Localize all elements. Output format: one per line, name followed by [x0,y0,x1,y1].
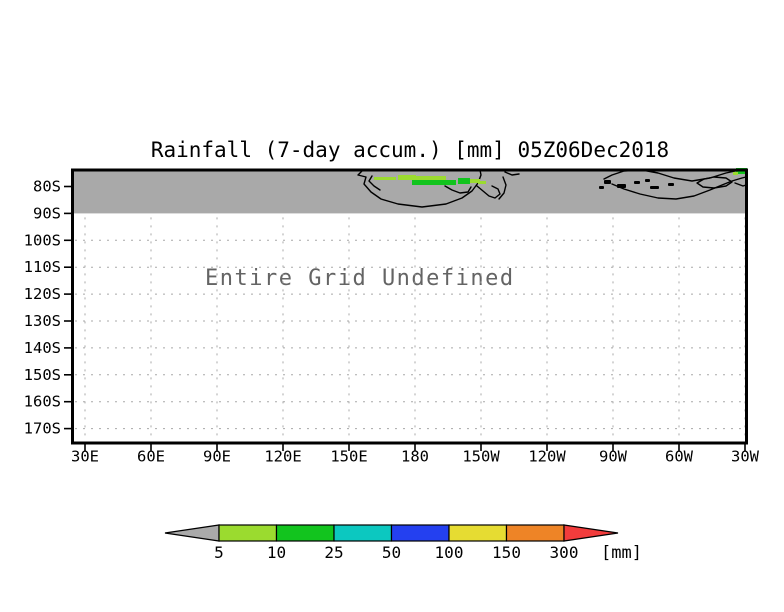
colorbar-level-label: 150 [492,543,521,562]
y-axis-label: 130S [24,312,61,330]
colorbar-arrow-above [563,524,619,542]
coastline [504,171,520,176]
colorbar-segment [505,524,565,542]
colorbar-segment [333,524,393,542]
x-axis-label: 30W [731,448,760,466]
coastline [498,176,507,200]
colorbar-level-label: 25 [324,543,343,562]
island [650,186,659,189]
x-axis-label: 150E [330,448,367,466]
coastline [357,169,482,208]
y-axis-label: 110S [24,258,61,276]
x-axis-label: 150W [462,448,500,466]
x-axis-label: 90E [203,448,231,466]
island [634,181,640,184]
x-axis-label: 60E [137,448,165,466]
rainfall-patch [374,177,396,180]
colorbar-level-label: 10 [267,543,286,562]
x-axis-label: 120E [264,448,301,466]
y-axis-label: 90S [33,204,61,222]
y-axis-label: 100S [24,231,61,249]
y-axis-label: 80S [33,178,61,196]
x-axis-label: 180 [401,448,429,466]
plot-border [71,168,748,445]
colorbar-segment [390,524,450,542]
island [645,179,650,182]
coastline [444,185,472,194]
colorbar-segment [448,524,508,542]
y-axis-label: 170S [24,420,61,438]
x-axis-label: 60W [665,448,694,466]
colorbar-unit-label: [mm] [601,543,642,563]
colorbar-arrow-below [164,524,220,542]
rainfall-patch [412,180,456,185]
island [617,184,626,188]
y-axis-label: 160S [24,393,61,411]
colorbar-level-label: 100 [435,543,464,562]
island [604,180,611,184]
x-axis-label: 90W [599,448,628,466]
chart-title: Rainfall (7-day accum.) [mm] 05Z06Dec201… [150,138,670,162]
rainfall-patch [470,179,480,183]
island [668,183,674,186]
rainfall-patch [414,176,446,180]
rainfall-patch [478,181,486,184]
undefined-grid-message: Entire Grid Undefined [205,266,515,291]
coastline [476,185,501,199]
y-axis-label: 120S [24,285,61,303]
coastline [611,176,747,200]
colorbar-segment [275,524,335,542]
rainfall-patch [458,178,470,184]
colorbar-level-label: 50 [382,543,401,562]
colorbar-level-label: 5 [214,543,224,562]
y-axis-label: 140S [24,339,61,357]
y-axis-label: 150S [24,366,61,384]
x-axis-label: 120W [528,448,566,466]
coastline [696,176,733,189]
island [599,186,604,189]
colorbar-level-label: 300 [550,543,579,562]
coastline [368,175,381,191]
colorbar-segment [218,524,278,542]
x-axis-label: 30E [71,448,99,466]
coastline [603,168,747,182]
rainfall-patch [398,175,416,180]
rainfall-patch [733,172,738,175]
